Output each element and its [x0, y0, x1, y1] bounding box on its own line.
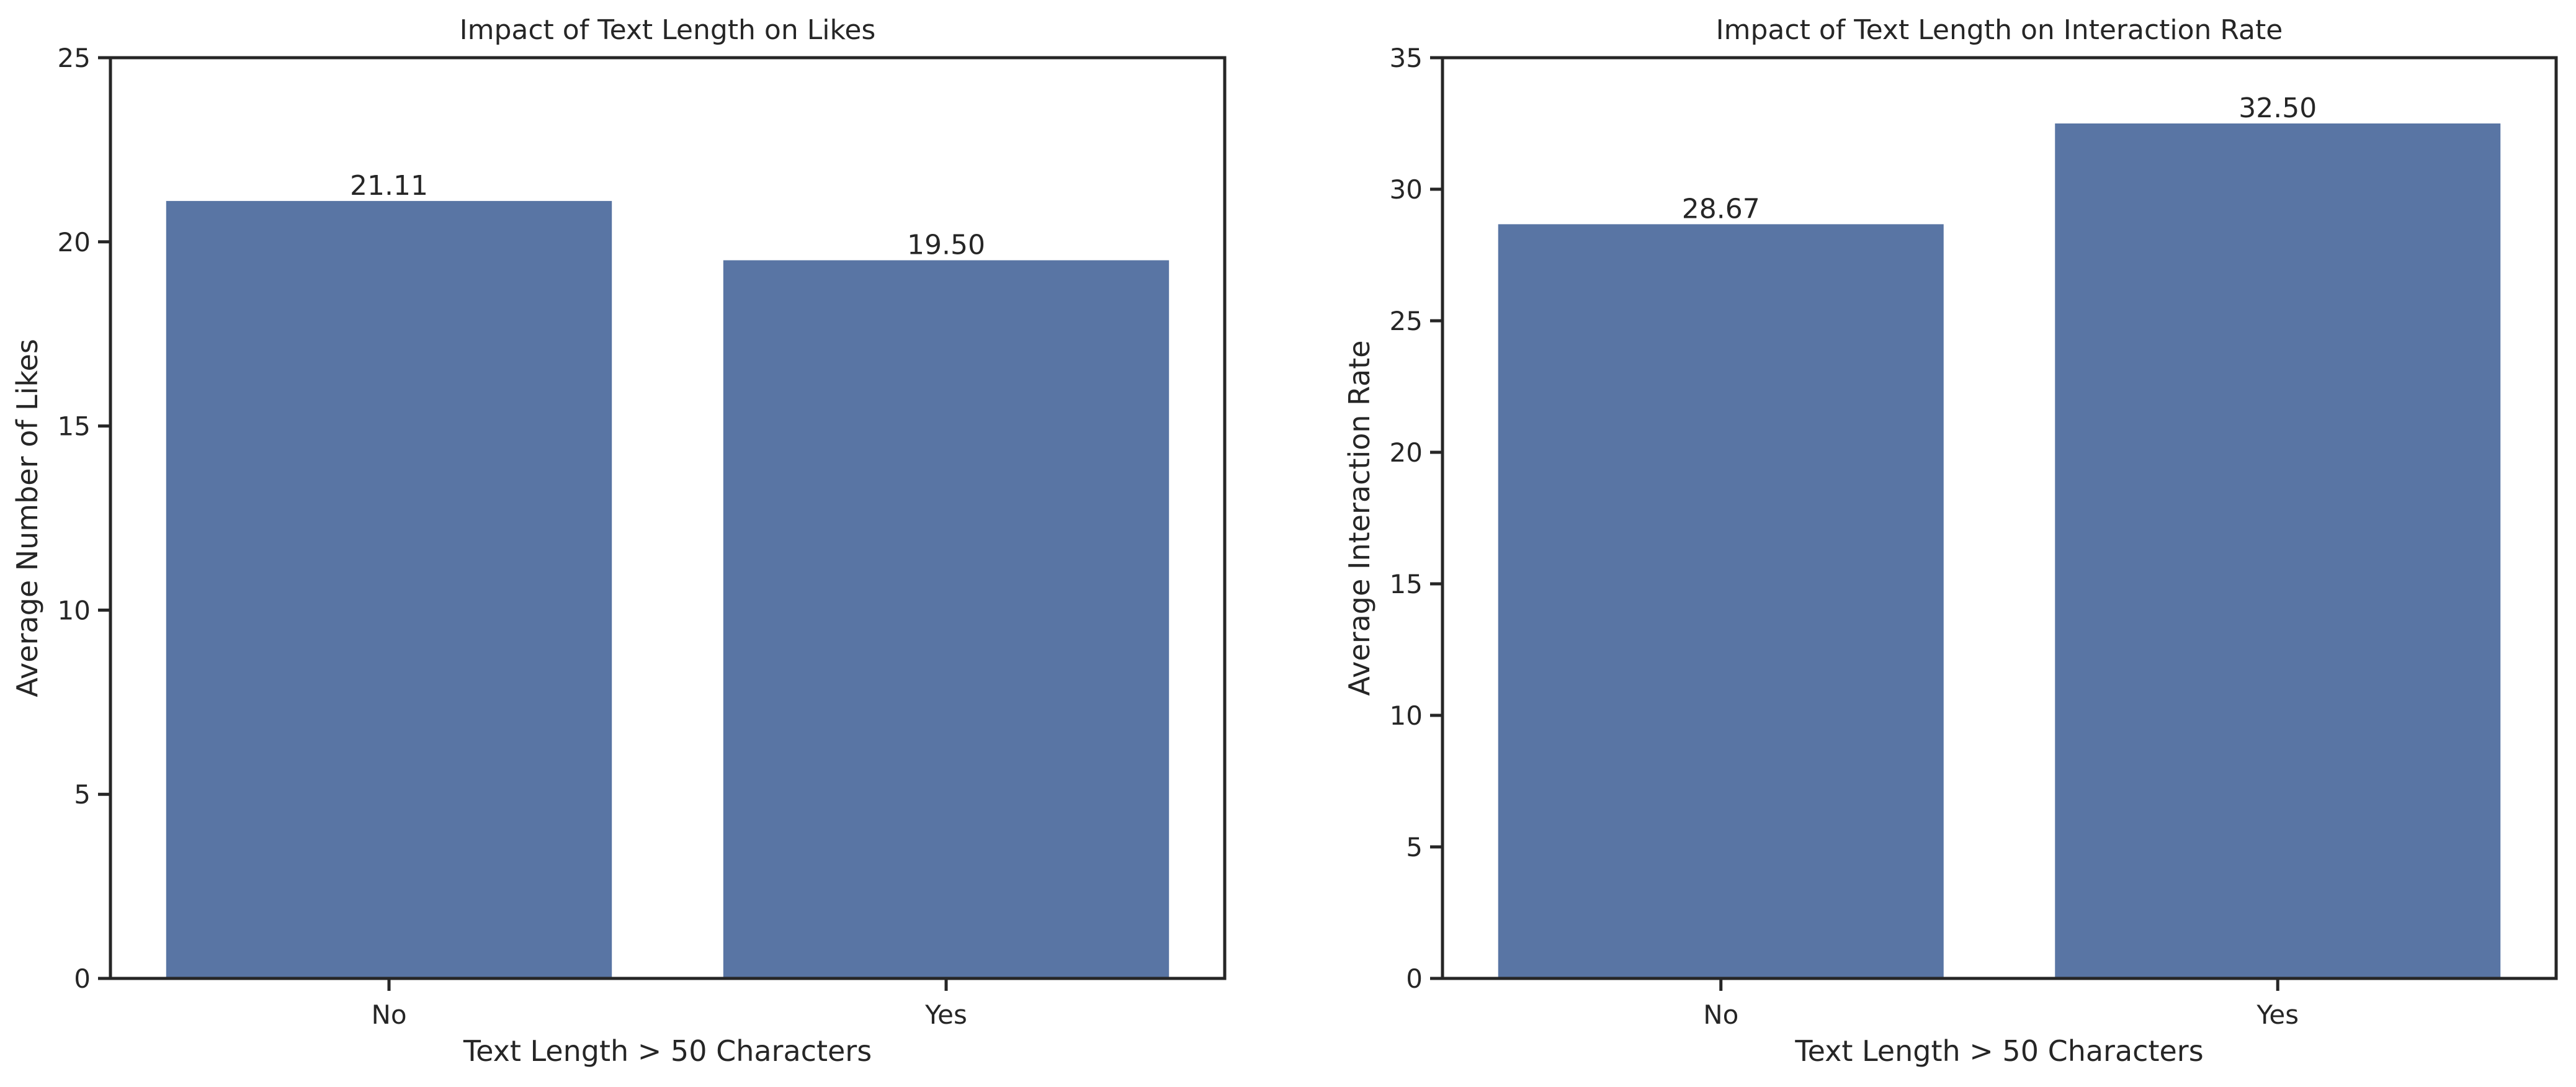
y-axis-label: Average Interaction Rate: [1343, 340, 1376, 696]
axes-frame: [109, 56, 1227, 980]
chart-likes: 21.11 19.50 0 5 10 15 20 25 No Yes Impact of Text …: [11, 14, 1227, 1068]
y-tick-label: 20: [1390, 437, 1423, 468]
y-tick-label: 35: [1390, 43, 1423, 73]
y-tick-label: 5: [74, 779, 91, 810]
y-tick-label: 0: [74, 964, 91, 994]
y-tick-label: 5: [1406, 832, 1423, 862]
chart-title: Impact of Text Length on Interaction Rat…: [1716, 14, 2283, 46]
bar-no: [166, 200, 612, 978]
y-tick-label: 25: [1390, 306, 1423, 336]
bar-value-label: 19.50: [907, 229, 985, 261]
y-tick-label: 0: [1406, 964, 1423, 994]
y-axis-label: Average Number of Likes: [11, 339, 44, 697]
bar-yes: [723, 260, 1169, 979]
axes-frame: [1441, 56, 2558, 980]
y-tick-label: 10: [1390, 700, 1423, 731]
bar-no: [1498, 224, 1944, 979]
x-axis-label: Text Length > 50 Characters: [1794, 1034, 2203, 1068]
y-tick-label: 15: [1390, 569, 1423, 599]
chart-title: Impact of Text Length on Likes: [460, 14, 876, 46]
bar-value-label: 32.50: [2238, 92, 2317, 124]
x-axis-label: Text Length > 50 Characters: [463, 1034, 872, 1068]
y-tick-label: 10: [58, 595, 91, 625]
bar-value-label: 28.67: [1682, 193, 1760, 225]
bar-value-label: 21.11: [350, 170, 428, 202]
x-tick-label: No: [371, 1000, 406, 1030]
bar-yes: [2055, 123, 2501, 978]
x-tick-label: Yes: [2256, 1000, 2299, 1030]
chart-interaction-rate: 28.67 32.50 0 5 10 15 20 25 30 35 No Yes Impact of T…: [1343, 14, 2558, 1068]
y-tick-label: 15: [58, 411, 91, 442]
x-tick-label: No: [1703, 1000, 1738, 1030]
y-tick-label: 25: [58, 43, 91, 73]
x-tick-label: Yes: [924, 1000, 967, 1030]
y-tick-label: 20: [58, 227, 91, 257]
y-tick-label: 30: [1390, 174, 1423, 205]
